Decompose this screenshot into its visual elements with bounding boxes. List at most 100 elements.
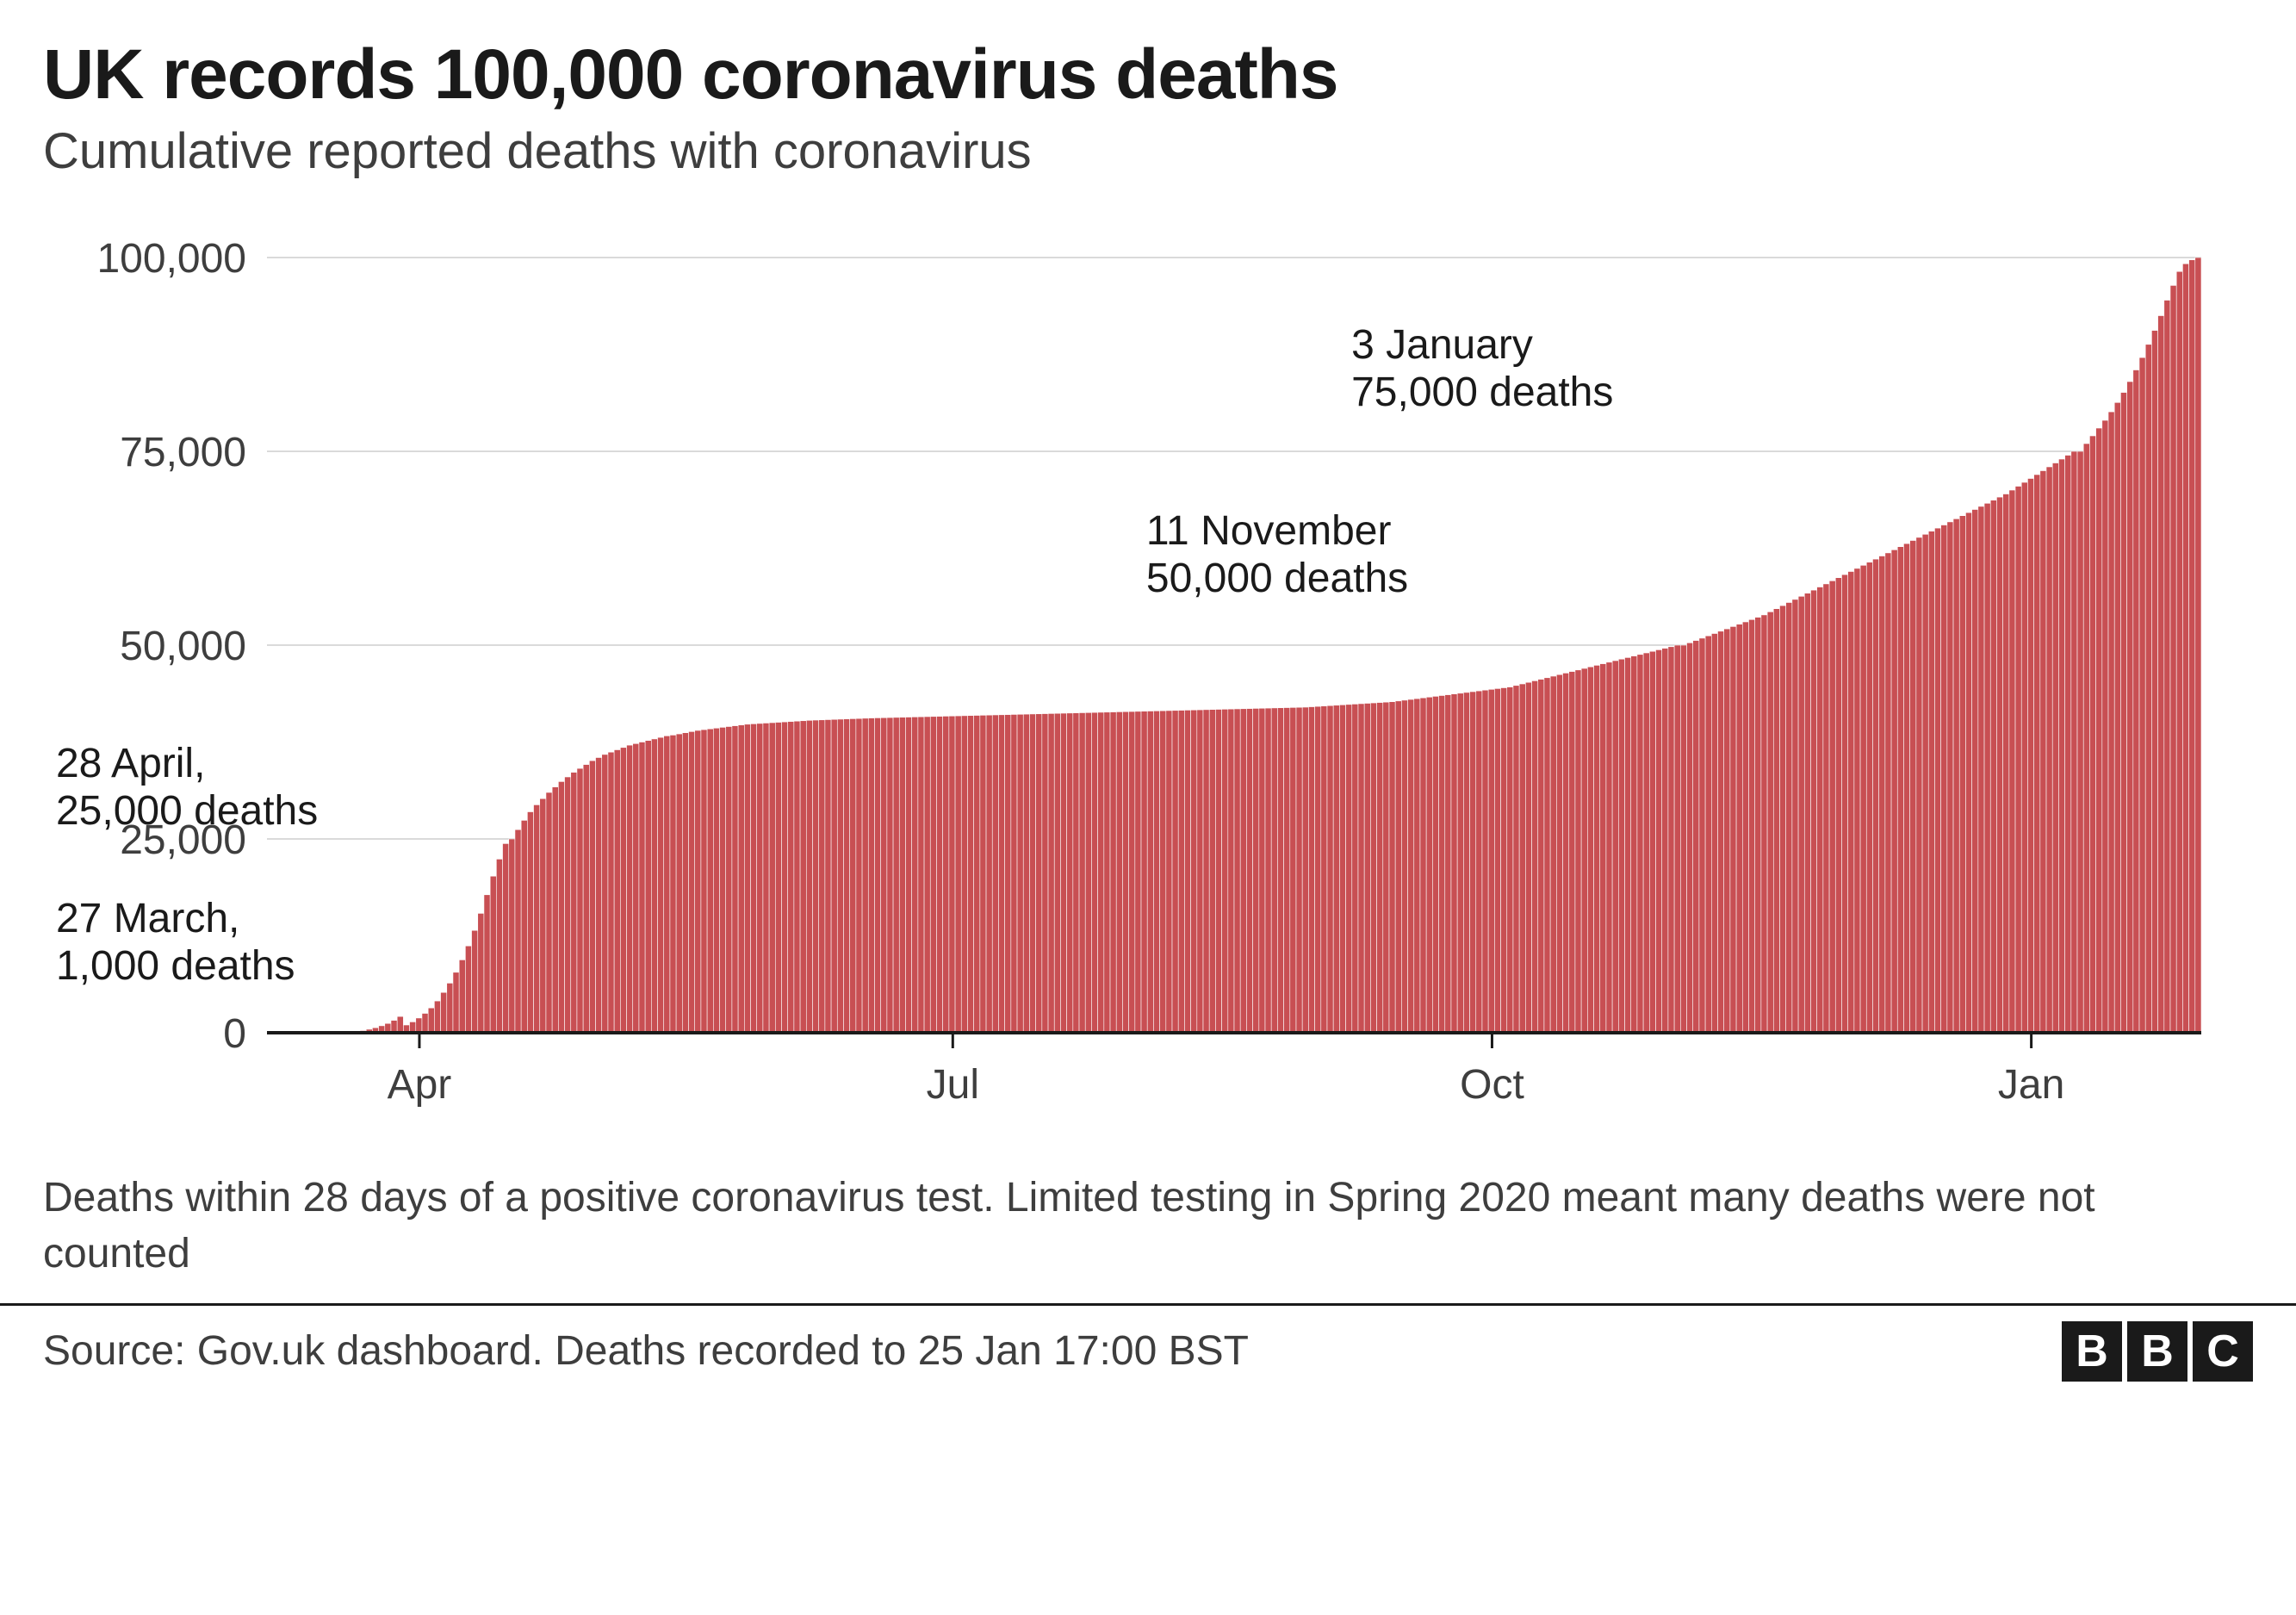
- bar: [546, 792, 552, 1033]
- bar: [527, 812, 533, 1034]
- bar: [1339, 705, 1345, 1033]
- bar: [912, 717, 918, 1033]
- bar: [1922, 534, 1928, 1033]
- bar: [1773, 609, 1779, 1033]
- bar: [1600, 664, 1606, 1033]
- bar: [1879, 556, 1885, 1034]
- bar: [608, 752, 614, 1033]
- chart-annotation: 25,000 deaths: [56, 788, 318, 834]
- bar: [1996, 497, 2002, 1033]
- bar: [1978, 506, 1984, 1033]
- x-tick-label: Oct: [1460, 1062, 1524, 1108]
- bar: [1581, 668, 1587, 1033]
- bar: [1786, 603, 1792, 1034]
- bar: [775, 723, 781, 1033]
- bar: [639, 742, 645, 1034]
- bar: [2015, 487, 2021, 1034]
- bar: [881, 717, 887, 1033]
- bar: [2170, 285, 2176, 1033]
- bar: [1742, 622, 1748, 1033]
- bar: [1005, 715, 1011, 1033]
- bar: [2164, 301, 2170, 1034]
- bar: [1668, 647, 1674, 1033]
- chart-annotation: 28 April,: [56, 741, 205, 786]
- bar: [744, 724, 750, 1033]
- bar: [558, 781, 564, 1033]
- bar: [1501, 688, 1507, 1034]
- bbc-logo-letter: B: [2062, 1321, 2122, 1382]
- bar: [397, 1016, 403, 1033]
- bar: [806, 720, 812, 1033]
- bar: [2089, 436, 2095, 1033]
- bar: [1990, 500, 1996, 1033]
- bar: [763, 723, 769, 1033]
- bar: [2108, 412, 2114, 1033]
- bar: [943, 716, 949, 1033]
- bar: [1792, 599, 1798, 1033]
- x-tick-label: Jan: [1998, 1062, 2064, 1108]
- bar: [874, 717, 880, 1033]
- bar: [1972, 510, 1978, 1034]
- source-text: Source: Gov.uk dashboard. Deaths recorde…: [43, 1327, 1249, 1375]
- bar: [1538, 680, 1544, 1033]
- bar: [2058, 459, 2064, 1033]
- bar: [2003, 494, 2009, 1034]
- bar: [1711, 634, 1717, 1034]
- bar: [391, 1021, 397, 1033]
- bar: [1693, 641, 1699, 1033]
- bar: [1358, 704, 1364, 1033]
- bar: [893, 717, 899, 1033]
- chart-title: UK records 100,000 coronavirus deaths: [43, 34, 2253, 115]
- bar: [521, 820, 527, 1033]
- bar: [720, 727, 726, 1033]
- chart-annotation: 11 November: [1146, 508, 1392, 554]
- y-tick-label: 100,000: [96, 236, 246, 282]
- bar: [1253, 708, 1259, 1033]
- bar: [930, 717, 936, 1033]
- chart-annotation: 27 March,: [56, 896, 239, 941]
- bar: [1903, 544, 1909, 1033]
- bar: [701, 730, 707, 1033]
- bar: [577, 768, 583, 1033]
- bar: [2102, 420, 2108, 1033]
- bar: [2195, 258, 2201, 1033]
- bar: [1265, 708, 1271, 1033]
- bar: [788, 722, 794, 1033]
- bar: [1017, 714, 1023, 1033]
- bar: [1129, 711, 1135, 1033]
- bar: [1172, 711, 1178, 1033]
- bar: [441, 992, 447, 1033]
- y-tick-label: 50,000: [120, 624, 246, 669]
- bar: [905, 717, 911, 1033]
- bar: [490, 876, 496, 1033]
- bar: [1184, 710, 1190, 1033]
- bar: [1290, 707, 1296, 1033]
- bar: [689, 731, 695, 1033]
- bar: [1073, 713, 1079, 1033]
- bar: [1841, 575, 1847, 1033]
- bar: [583, 765, 589, 1033]
- bar: [459, 960, 465, 1033]
- bar: [1246, 709, 1252, 1033]
- bar: [602, 755, 608, 1033]
- bbc-logo-letter: B: [2127, 1321, 2187, 1382]
- bar: [1866, 562, 1872, 1033]
- bar-chart-svg: 025,00050,00075,000100,000AprJulOctJan27…: [43, 232, 2253, 1136]
- bar: [2145, 345, 2151, 1033]
- bar: [434, 1001, 440, 1033]
- bar: [986, 715, 992, 1033]
- bar: [1054, 713, 1060, 1033]
- y-tick-label: 75,000: [120, 430, 246, 475]
- bar: [1519, 684, 1525, 1033]
- bar: [1643, 653, 1649, 1033]
- bar: [831, 719, 837, 1033]
- bar: [1953, 519, 1959, 1033]
- bar: [1656, 649, 1662, 1033]
- bar: [695, 730, 701, 1033]
- bar: [1569, 672, 1575, 1033]
- bar: [1079, 712, 1085, 1033]
- bar: [1718, 631, 1724, 1033]
- bar: [1333, 705, 1339, 1033]
- bar: [503, 843, 509, 1033]
- bar: [1228, 709, 1234, 1033]
